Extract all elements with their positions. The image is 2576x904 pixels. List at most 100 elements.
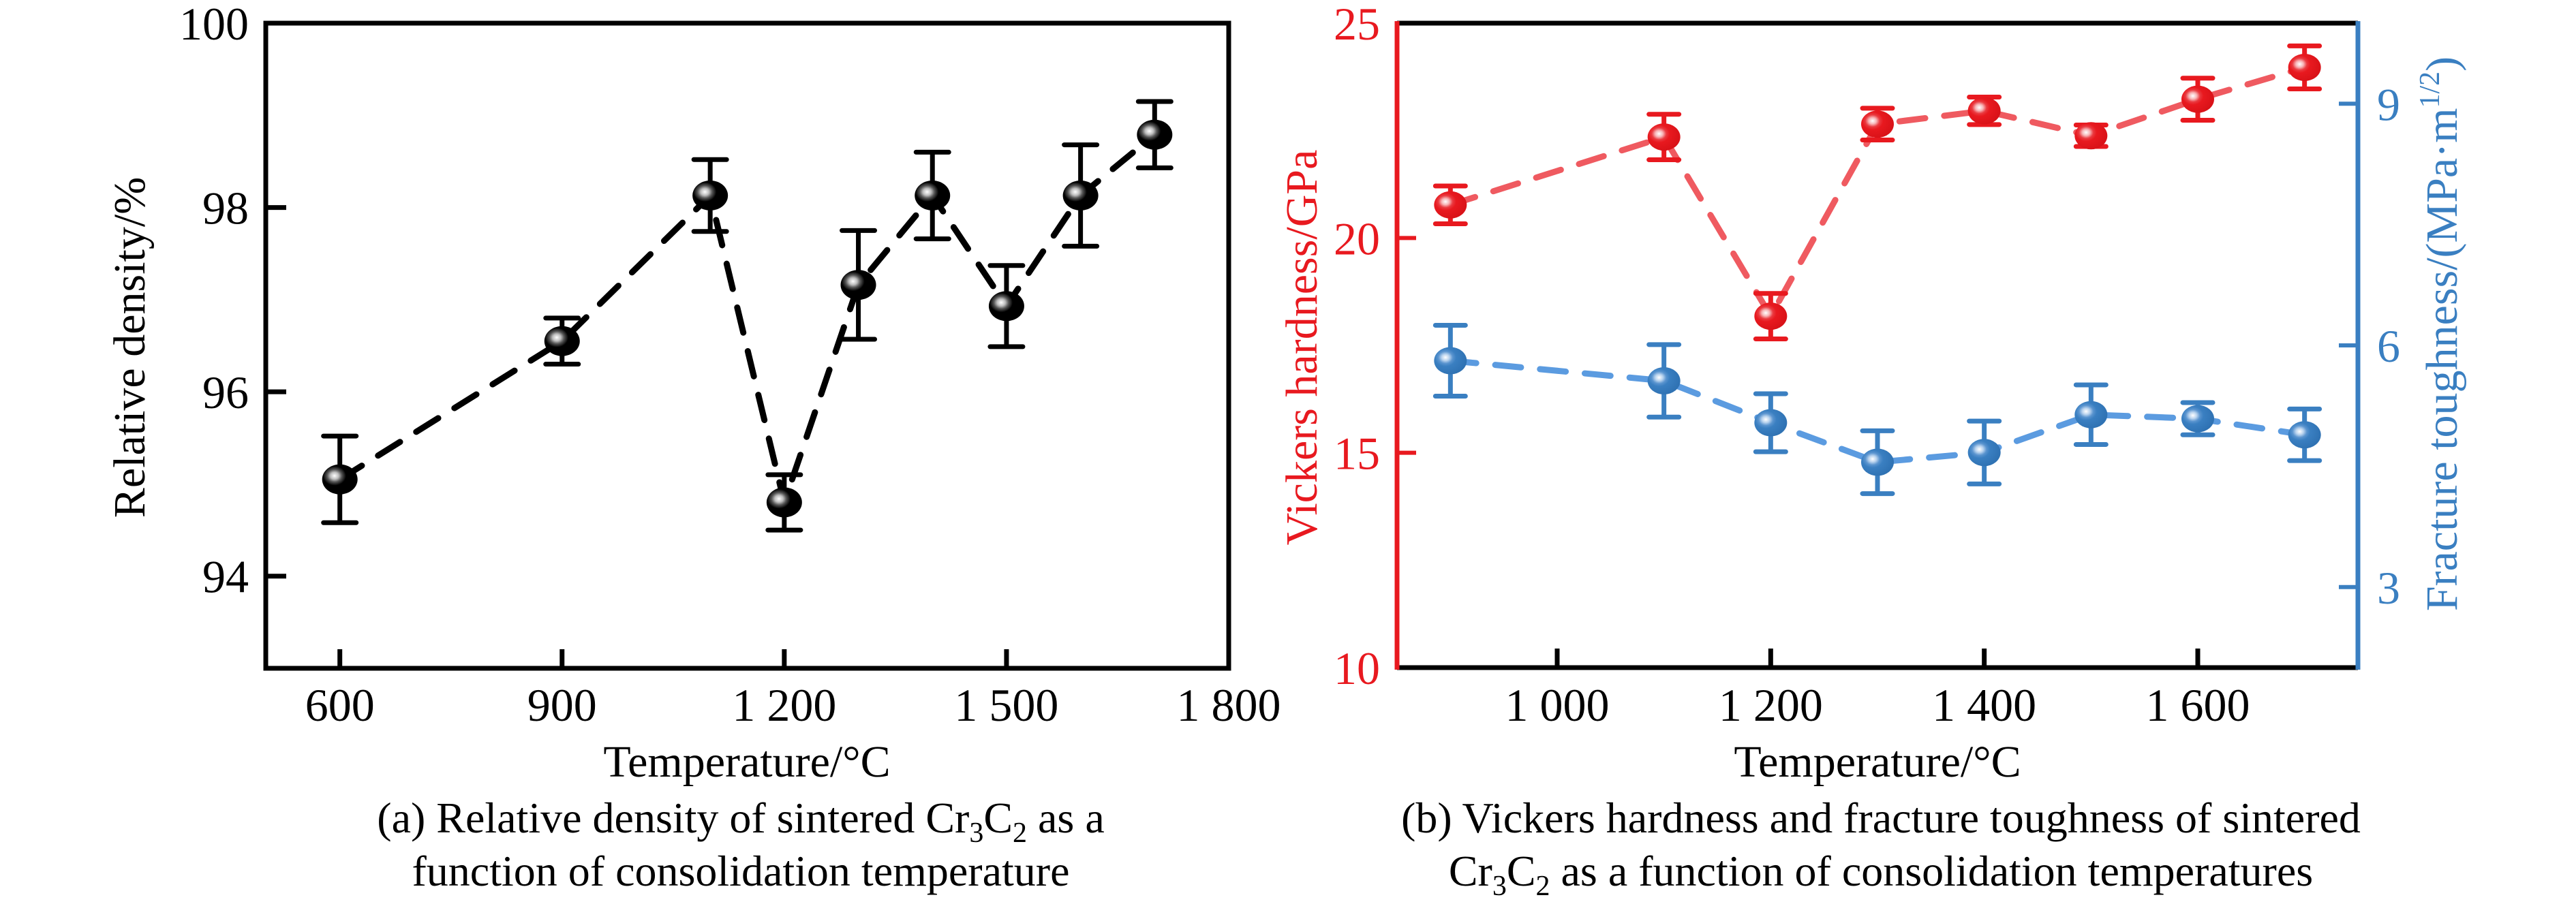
panel-b-caption-sub1: 3 (1492, 871, 1507, 902)
hardness-marker (1967, 97, 2001, 125)
toughness-point (1432, 322, 1468, 399)
panel-a-caption-sub2: 2 (1013, 817, 1027, 849)
toughness-marker (1647, 367, 1681, 395)
y-tick-label-right: 3 (2377, 562, 2400, 614)
panel-b-y-axis-label-right: Fracture toughness/(MPa·m1/2) (2414, 57, 2467, 611)
density-marker (1137, 119, 1173, 150)
panel-a-x-axis-label: Temperature/°C (603, 737, 890, 787)
panel-a-x-ticks: 600 900 1 200 1 500 1 800 (305, 649, 1281, 731)
panel-a-plot-frame (263, 20, 1231, 671)
hardness-point (1432, 183, 1468, 227)
x-tick-label: 600 (305, 679, 375, 731)
panel-b-y-axis-label-right-suffix: ) (2417, 57, 2467, 72)
x-tick-label: 1 600 (2146, 679, 2250, 731)
x-tick-label: 1 500 (954, 679, 1058, 731)
panel-a-y-axis-label: Relative density/% (105, 177, 155, 518)
x-tick-label: 1 400 (1932, 679, 2036, 731)
panel-b-y-axis-label-left: Vickers hardness/GPa (1277, 150, 1327, 546)
toughness-line (1447, 357, 2308, 466)
toughness-marker (2288, 421, 2321, 449)
hardness-marker (1434, 191, 1467, 219)
hardness-point (1646, 112, 1682, 163)
y-tick-label-left: 15 (1334, 428, 1380, 480)
y-tick-label: 96 (202, 367, 249, 418)
density-marker (915, 180, 951, 211)
panel-b-y-ticks-left: 10 15 20 25 (1334, 0, 1416, 694)
panel-b-caption-line2: Cr3C2 as a function of consolidation tem… (1449, 847, 2313, 902)
toughness-marker (2181, 405, 2214, 433)
density-marker (692, 180, 729, 211)
density-line (337, 131, 1158, 514)
toughness-point (1753, 391, 1788, 454)
toughness-point (1860, 428, 1895, 497)
density-point (321, 433, 359, 525)
y-tick-label-right: 6 (2377, 320, 2400, 372)
toughness-marker (1967, 439, 2001, 467)
toughness-marker (1434, 347, 1467, 375)
panel-b-caption-prefix: Cr (1449, 847, 1492, 895)
panel-b-caption-line1: (b) Vickers hardness and fracture toughn… (1401, 794, 2361, 842)
density-marker (544, 326, 580, 356)
panel-a-caption-line2: function of consolidation temperature (412, 847, 1069, 895)
panel-b-caption-sub2: 2 (1536, 871, 1550, 902)
density-point (691, 157, 729, 234)
hardness-marker (2181, 85, 2214, 113)
density-point (987, 263, 1026, 349)
hardness-point (2287, 43, 2322, 91)
hardness-marker (2074, 122, 2108, 150)
y-tick-label: 98 (202, 183, 249, 234)
panel-b-x-ticks: 1 000 1 200 1 400 1 600 (1505, 649, 2250, 731)
hardness-point (1967, 94, 2002, 127)
panel-a-caption-mid: C (983, 794, 1013, 842)
y-tick-label-left: 25 (1334, 0, 1380, 50)
x-tick-label: 1 000 (1505, 679, 1610, 731)
panel-b-marks (1432, 43, 2322, 497)
y-tick-label: 94 (202, 551, 249, 603)
hardness-marker (2288, 53, 2321, 81)
x-tick-label: 1 200 (1719, 679, 1823, 731)
density-marker (1062, 180, 1099, 211)
density-point (765, 472, 803, 533)
toughness-marker (1861, 448, 1894, 476)
x-tick-label: 900 (527, 679, 597, 731)
toughness-point (1646, 342, 1682, 420)
panel-a-caption-line1: (a) Relative density of sintered Cr3C2 a… (377, 794, 1104, 849)
panel-a-marks (321, 99, 1174, 533)
hardness-point (1860, 106, 1895, 143)
panel-b-caption-mid: C (1507, 847, 1536, 895)
hardness-marker (1647, 123, 1681, 151)
hardness-marker (1861, 110, 1894, 138)
panel-a-caption-prefix: (a) Relative density of sintered Cr (377, 794, 969, 842)
y-tick-label-left: 20 (1334, 213, 1380, 264)
toughness-marker (1754, 409, 1788, 437)
hardness-marker (1754, 302, 1788, 330)
panel-b-y-ticks-right: 3 6 9 (2339, 78, 2400, 614)
density-marker (988, 291, 1024, 322)
y-tick-label: 100 (179, 0, 249, 50)
x-tick-label: 1 200 (732, 679, 836, 731)
hardness-point (1753, 291, 1788, 342)
toughness-point (2180, 400, 2215, 437)
toughness-point (1967, 418, 2002, 486)
panel-a: 600 900 1 200 1 500 1 800 94 96 98 100 Temperat… (105, 0, 1281, 895)
panel-b-caption-suffix: as a function of consolidation temperatu… (1550, 847, 2314, 895)
density-marker (840, 270, 876, 300)
density-point (1135, 99, 1174, 170)
y-tick-label-left: 10 (1334, 642, 1380, 694)
density-marker (322, 464, 358, 495)
toughness-point (2287, 406, 2322, 463)
panel-b-y-axis-label-right-prefix: Fracture toughness/(MPa·m (2417, 108, 2467, 611)
density-point (1062, 142, 1100, 249)
density-marker (766, 487, 802, 518)
density-point (543, 315, 581, 367)
panel-a-caption-suffix: as a (1027, 794, 1105, 842)
panel-b-y-axis-label-right-sup: 1/2 (2414, 72, 2446, 108)
hardness-line (1447, 64, 2308, 323)
density-point (840, 228, 878, 342)
density-point (913, 149, 951, 242)
panel-a-caption-sub1: 3 (969, 817, 983, 849)
hardness-point (2073, 122, 2109, 150)
toughness-marker (2074, 401, 2108, 428)
panel-b-x-axis-label: Temperature/°C (1734, 737, 2021, 787)
